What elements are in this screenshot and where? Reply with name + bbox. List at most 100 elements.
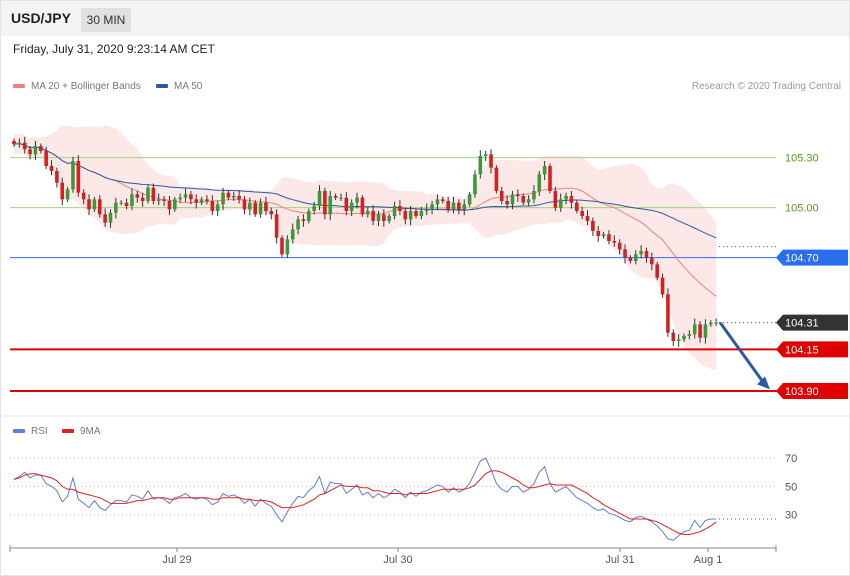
level-tag-103.90 [776,383,848,399]
candle-body [655,264,659,278]
candle-body [162,199,166,201]
candle-body [596,231,601,236]
candle-body [521,196,525,203]
header-bar: USD/JPY 30 MIN [1,1,849,36]
candle-body [414,211,418,216]
candle-body [253,202,257,215]
symbol-label: USD/JPY [11,10,71,26]
candle-body [76,161,81,193]
candle-body [516,194,520,196]
candle-body [65,189,70,200]
candle-body [607,234,611,241]
candle-body [537,174,542,191]
candle-body [108,212,113,223]
candle-body [435,199,440,205]
candle-body [28,149,32,155]
x-tick-label: Aug 1 [694,554,723,566]
candle-body [628,257,633,261]
candle-body [242,199,247,210]
candle-body [92,199,97,210]
candle-body [639,251,643,255]
candle-body [22,142,27,150]
candle-body [17,142,22,145]
candle-body [462,204,467,210]
credit-text: Research © 2020 Trading Central [691,81,841,92]
rsi-tick-label: 70 [785,453,797,465]
candle-body [264,202,268,211]
legend-ma50-label: MA 50 [174,81,203,92]
candle-body [280,237,284,255]
candle-body [146,187,150,201]
candle-body [612,241,617,243]
candle-body [601,234,606,236]
timeframe-button[interactable]: 30 MIN [81,8,131,32]
candle-body [709,322,713,325]
candle-body [714,322,718,324]
ma9-swatch [62,429,74,434]
rsi-line [13,457,717,541]
candle-body [548,166,552,191]
level-tag-text-104.15: 104.15 [785,344,819,356]
candle-body [553,191,558,208]
candle-body [194,199,199,203]
candle-body [114,202,118,213]
candle-body [473,174,477,195]
candle-body [633,254,638,261]
candle-body [617,242,622,250]
candle-body [558,199,563,208]
candle-body [151,187,156,201]
candle-body [526,199,531,203]
candle-body [215,204,220,211]
candle-body [274,214,279,238]
candle-body [644,251,649,258]
candle-body [387,216,391,221]
candle-body [687,334,692,336]
candle-body [499,191,504,201]
candle-body [12,141,16,145]
candle-body [510,194,515,205]
legend-9ma-label: 9MA [80,426,101,437]
candle-body [698,324,702,338]
legend-9ma: 9MA [62,426,101,437]
candle-body [682,336,686,340]
timestamp: Friday, July 31, 2020 9:23:14 AM CET [13,42,215,56]
level-tag-text-103.90: 103.90 [785,386,819,398]
candle-body [532,191,536,200]
candle-body [542,166,547,175]
candle-body [339,197,343,199]
candle-body [285,239,290,255]
candle-body [692,324,697,335]
candle-body [478,156,483,175]
level-tag-104.15 [776,341,848,358]
candle-body [183,194,188,198]
candle-body [221,192,225,205]
rsi-ma9-line [13,470,717,535]
candle-body [360,197,365,215]
ma50-swatch [156,84,168,89]
level-tag-104.70 [776,249,848,266]
candle-body [483,154,488,156]
bollinger-band [14,125,717,371]
candle-body [55,171,59,183]
level-tag-104.31 [776,314,848,331]
level-tag-text-104.70: 104.70 [785,253,819,265]
candle-body [296,219,300,230]
candle-body [312,206,316,211]
candle-body [441,199,445,201]
candle-body [226,192,231,198]
legend-ma20-label: MA 20 + Bollinger Bands [31,81,141,92]
candle-body [355,197,359,203]
candle-body [419,211,424,216]
candle-body [569,196,574,203]
legend-ma20: MA 20 + Bollinger Bands [13,81,141,92]
candle-body [424,209,429,211]
candle-body [489,154,493,168]
candle-body [49,166,54,171]
legend-rsi: RSI [13,426,48,437]
ma50-line [13,142,717,239]
candle-body [505,201,509,205]
candle-body [392,206,397,216]
candle-body [81,192,86,200]
candle-body [124,202,129,206]
candle-body [371,211,375,221]
